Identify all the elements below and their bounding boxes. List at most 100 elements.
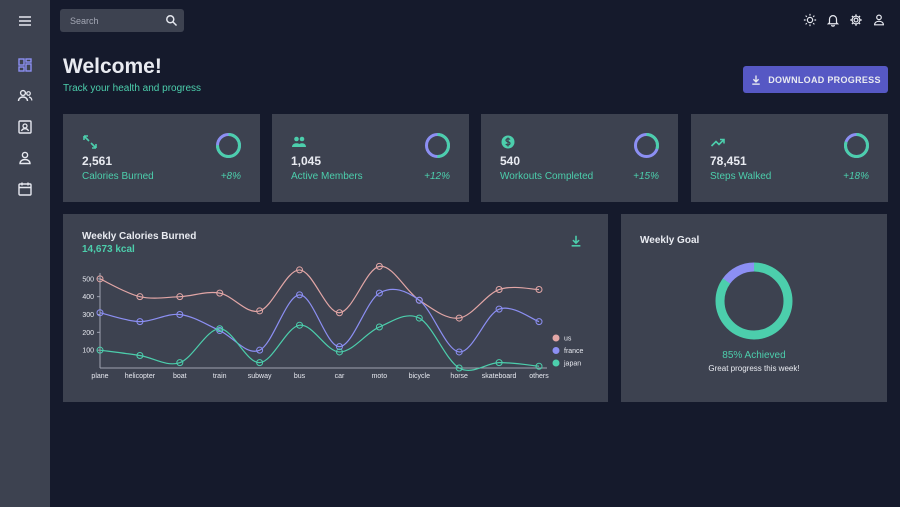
- page-subtitle: Track your health and progress: [63, 83, 202, 94]
- progress-ring: [634, 133, 659, 158]
- page-title: Welcome!: [63, 55, 162, 78]
- data-point-us[interactable]: [335, 309, 343, 317]
- data-point-japan[interactable]: [176, 359, 184, 367]
- data-point-japan[interactable]: [495, 359, 503, 367]
- user-icon[interactable]: [872, 13, 886, 27]
- sidebar-item-dashboard[interactable]: [13, 53, 37, 77]
- stat-value: 78,451: [710, 154, 747, 168]
- data-point-france[interactable]: [256, 346, 264, 354]
- download-progress-label: DOWNLOAD PROGRESS: [768, 74, 881, 85]
- stat-label: Calories Burned: [82, 171, 154, 182]
- data-point-us[interactable]: [455, 314, 463, 322]
- data-point-japan[interactable]: [296, 321, 304, 329]
- stat-increase: +18%: [843, 171, 869, 182]
- data-point-us[interactable]: [535, 286, 543, 294]
- light-mode-icon[interactable]: [803, 13, 817, 27]
- data-point-us[interactable]: [96, 275, 104, 283]
- stat-card-steps: 78,451 Steps Walked +18%: [691, 114, 888, 202]
- data-point-us[interactable]: [216, 289, 224, 297]
- x-tick-label: horse: [450, 373, 468, 380]
- goal-achieved: 85% Achieved: [722, 350, 786, 361]
- chart-total: 14,673 kcal: [82, 244, 135, 255]
- data-point-japan[interactable]: [216, 325, 224, 333]
- calendar-icon: [18, 182, 32, 196]
- data-point-us[interactable]: [296, 266, 304, 274]
- dollar-icon: [501, 135, 515, 149]
- download-icon[interactable]: [569, 234, 583, 248]
- y-tick-label: 200: [82, 330, 94, 337]
- data-point-france[interactable]: [136, 318, 144, 326]
- download-progress-button[interactable]: DOWNLOAD PROGRESS: [743, 66, 888, 93]
- series-line-japan: [99, 315, 540, 371]
- chart-title: Weekly Calories Burned: [82, 231, 197, 242]
- data-point-france[interactable]: [96, 309, 104, 317]
- data-point-france[interactable]: [535, 318, 543, 326]
- x-tick-label: plane: [91, 373, 108, 380]
- data-point-us[interactable]: [256, 307, 264, 315]
- ring-progress: [634, 133, 659, 158]
- x-tick-label: boat: [173, 373, 187, 380]
- progress-ring: [844, 133, 869, 158]
- data-point-japan[interactable]: [455, 364, 463, 372]
- ring-progress: [216, 133, 241, 158]
- data-point-japan[interactable]: [535, 362, 543, 370]
- data-point-france[interactable]: [495, 305, 503, 313]
- weekly-chart-panel: Weekly Calories Burned 14,673 kcal 100 20…: [63, 214, 608, 402]
- data-point-france[interactable]: [415, 296, 423, 304]
- data-point-france[interactable]: [455, 348, 463, 356]
- legend-label: us: [564, 336, 572, 343]
- x-tick-label: train: [213, 373, 227, 380]
- x-tick-label: bicycle: [409, 373, 431, 380]
- progress-ring: [425, 133, 450, 158]
- sidebar-item-team[interactable]: [13, 84, 37, 108]
- data-point-france[interactable]: [335, 343, 343, 351]
- data-point-japan[interactable]: [415, 314, 423, 322]
- data-point-japan[interactable]: [96, 346, 104, 354]
- data-point-france[interactable]: [375, 289, 383, 297]
- data-point-japan[interactable]: [335, 348, 343, 356]
- data-point-japan[interactable]: [256, 359, 264, 367]
- y-tick-label: 100: [82, 348, 94, 355]
- stat-label: Workouts Completed: [500, 171, 594, 182]
- data-point-japan[interactable]: [375, 323, 383, 331]
- series-line-france: [99, 288, 540, 353]
- stat-value: 540: [500, 154, 521, 168]
- data-point-us[interactable]: [176, 293, 184, 301]
- data-point-us[interactable]: [495, 286, 503, 294]
- legend-swatch-us: [552, 334, 560, 342]
- ring-progress: [425, 133, 450, 158]
- x-tick-label: others: [529, 373, 549, 380]
- goal-remaining-arc: [715, 262, 793, 340]
- x-tick-label: bus: [294, 373, 306, 380]
- stat-increase: +8%: [220, 171, 241, 182]
- weekly-goal-panel: Weekly Goal 85% Achieved Great progress …: [621, 214, 887, 402]
- sidebar: [0, 0, 50, 507]
- contacts-icon: [18, 120, 32, 134]
- legend-label: france: [564, 348, 584, 355]
- x-tick-label: skateboard: [482, 373, 517, 380]
- sidebar-item-calendar[interactable]: [13, 177, 37, 201]
- y-tick-label: 300: [82, 312, 94, 319]
- search-icon[interactable]: [165, 14, 178, 27]
- stat-label: Active Members: [291, 171, 363, 182]
- goal-title: Weekly Goal: [640, 235, 700, 246]
- x-tick-label: car: [335, 373, 345, 380]
- data-point-france[interactable]: [296, 291, 304, 299]
- data-point-us[interactable]: [136, 293, 144, 301]
- data-point-japan[interactable]: [136, 352, 144, 360]
- goal-message: Great progress this week!: [708, 364, 800, 373]
- data-point-france[interactable]: [176, 311, 184, 318]
- search-input[interactable]: [60, 9, 160, 32]
- sidebar-item-profile[interactable]: [13, 146, 37, 170]
- sidebar-item-contacts[interactable]: [13, 115, 37, 139]
- x-tick-label: moto: [372, 373, 388, 380]
- stat-value: 2,561: [82, 154, 113, 168]
- bell-icon[interactable]: [826, 13, 840, 27]
- legend-label: japan: [563, 361, 581, 368]
- y-tick-label: 400: [82, 294, 94, 301]
- menu-icon[interactable]: [13, 9, 37, 33]
- stat-value: 1,045: [291, 154, 322, 168]
- gear-icon[interactable]: [849, 13, 863, 27]
- data-point-us[interactable]: [375, 262, 383, 270]
- progress-ring: [216, 133, 241, 158]
